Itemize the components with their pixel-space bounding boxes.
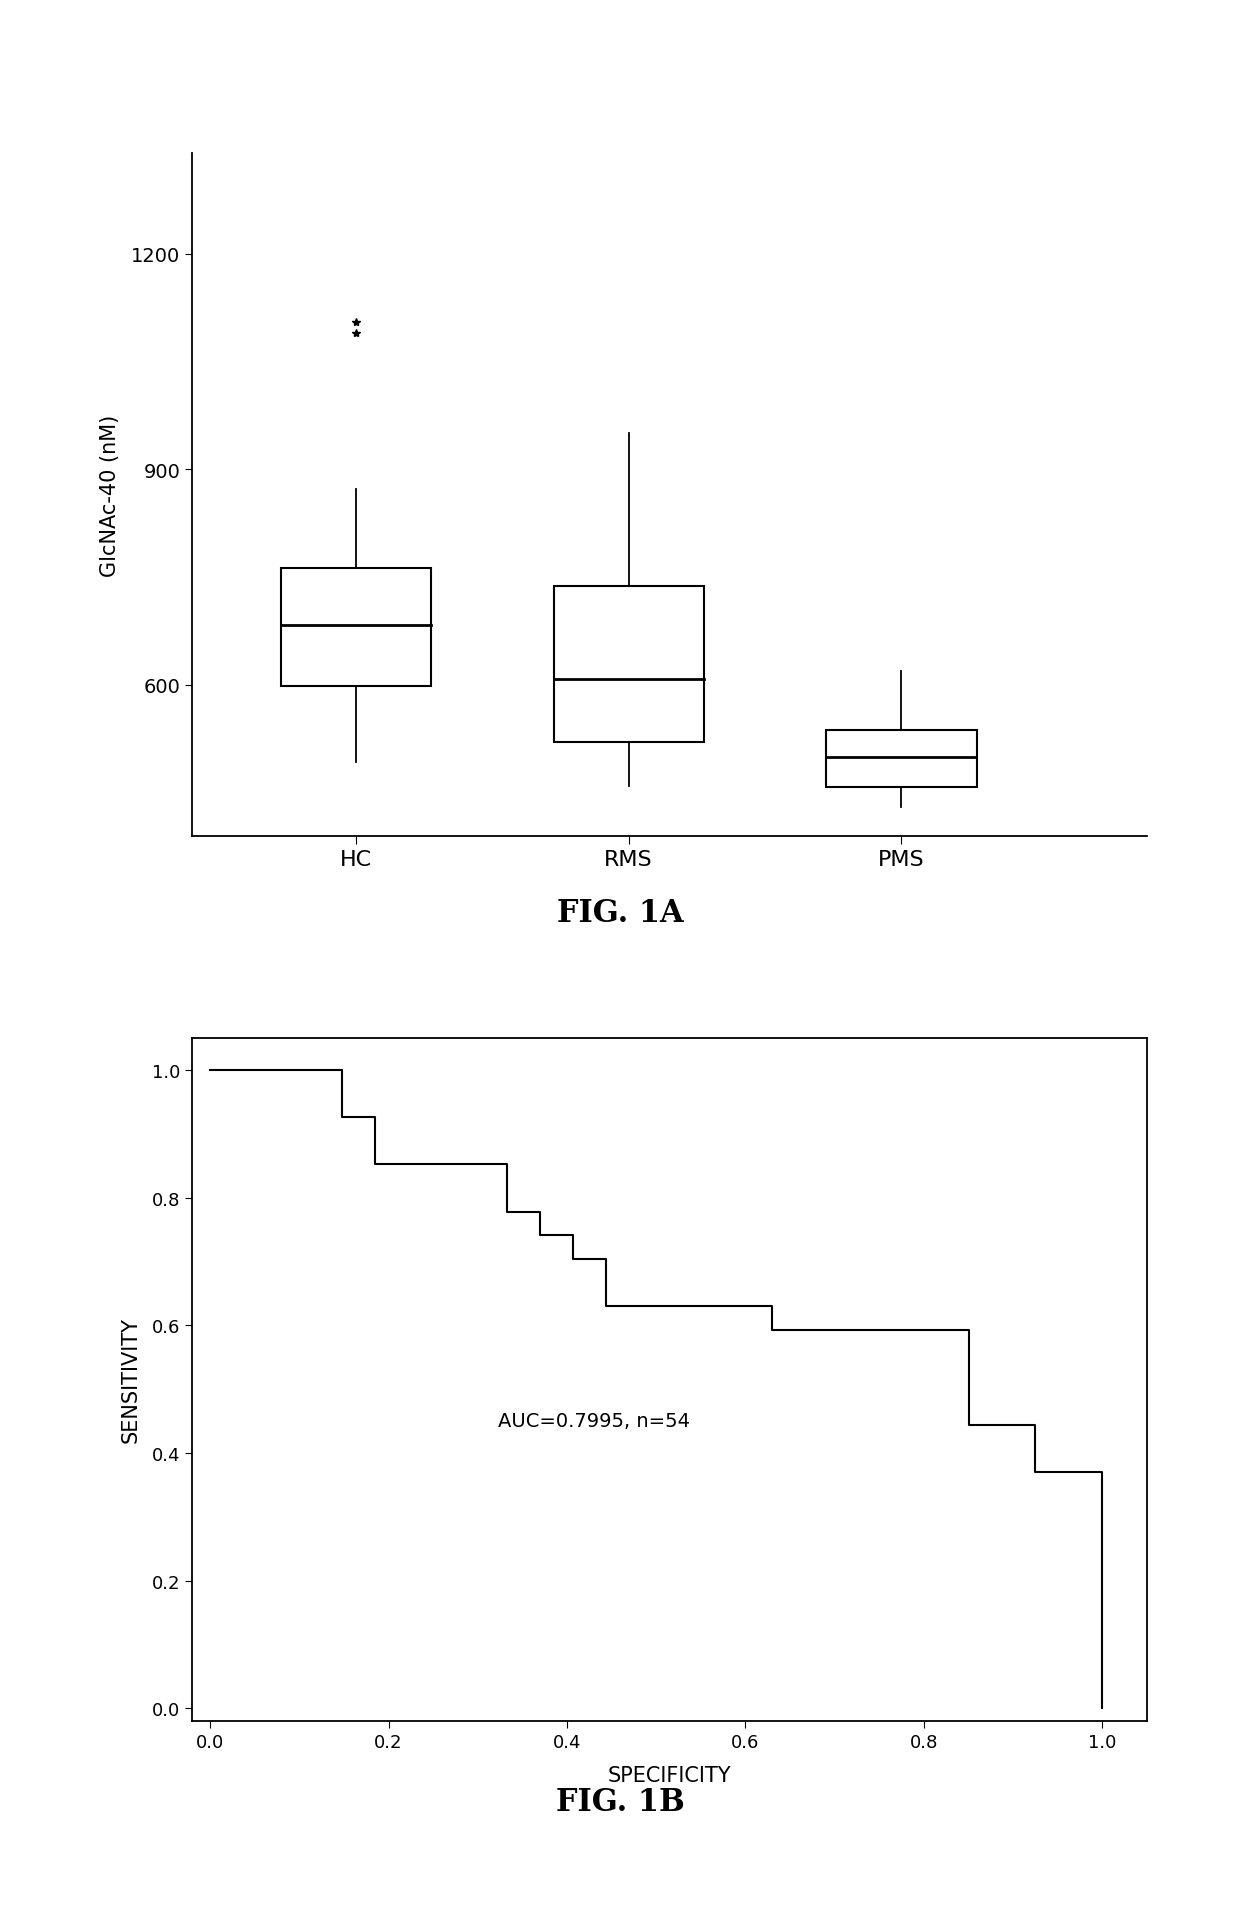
Bar bbox=[826, 731, 977, 788]
Bar bbox=[280, 569, 430, 687]
Text: FIG. 1B: FIG. 1B bbox=[556, 1786, 684, 1817]
Text: FIG. 1A: FIG. 1A bbox=[557, 898, 683, 929]
Bar bbox=[553, 587, 704, 742]
Y-axis label: SENSITIVITY: SENSITIVITY bbox=[120, 1317, 141, 1442]
Text: AUC=0.7995, n=54: AUC=0.7995, n=54 bbox=[497, 1411, 689, 1431]
Y-axis label: GlcNAc-40 (nM): GlcNAc-40 (nM) bbox=[100, 413, 120, 577]
X-axis label: SPECIFICITY: SPECIFICITY bbox=[608, 1765, 732, 1785]
